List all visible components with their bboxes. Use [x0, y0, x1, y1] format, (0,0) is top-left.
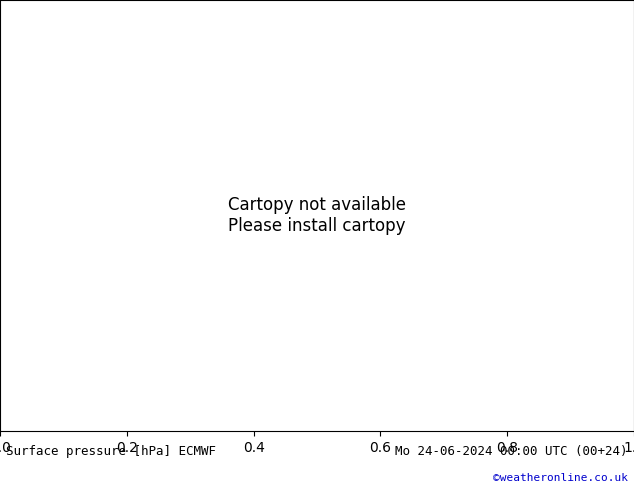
- Text: ©weatheronline.co.uk: ©weatheronline.co.uk: [493, 473, 628, 483]
- Text: Cartopy not available
Please install cartopy: Cartopy not available Please install car…: [228, 196, 406, 235]
- Text: Surface pressure [hPa] ECMWF: Surface pressure [hPa] ECMWF: [6, 445, 216, 458]
- Text: Mo 24-06-2024 00:00 UTC (00+24): Mo 24-06-2024 00:00 UTC (00+24): [395, 445, 628, 458]
